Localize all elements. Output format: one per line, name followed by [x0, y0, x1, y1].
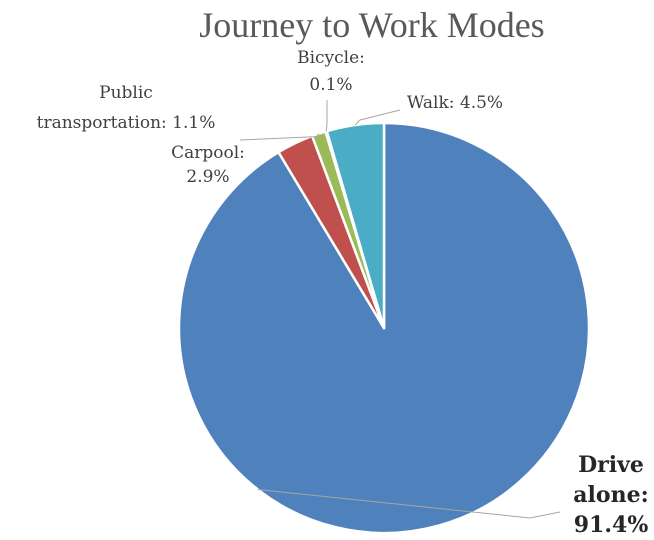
pie-slices — [177, 121, 591, 535]
chart-title: Journey to Work Modes — [199, 5, 544, 45]
leader-drive-alone — [257, 489, 561, 519]
leader-lines — [239, 100, 561, 519]
label-carpool-value: 2.9% — [186, 167, 229, 187]
slice-walk — [325, 121, 386, 330]
label-drive-alone-name: Drive — [578, 452, 644, 478]
label-drive-alone-name2: alone: — [573, 482, 648, 508]
label-public-value: transportation: 1.1% — [37, 113, 216, 133]
label-public-name: Public — [99, 83, 153, 103]
leader-public-transportation — [239, 133, 320, 141]
label-drive-alone-value: 91.4% — [574, 512, 649, 538]
label-walk: Walk: 4.5% — [407, 93, 503, 113]
slice-labels: Bicycle: 0.1% Public transportation: 1.1% Ca… — [37, 48, 649, 538]
label-bicycle-value: 0.1% — [309, 75, 352, 95]
label-carpool-name: Carpool: — [171, 143, 245, 163]
label-bicycle-name: Bicycle: — [297, 48, 365, 68]
leader-walk — [354, 109, 401, 126]
leader-bicycle — [325, 100, 328, 132]
